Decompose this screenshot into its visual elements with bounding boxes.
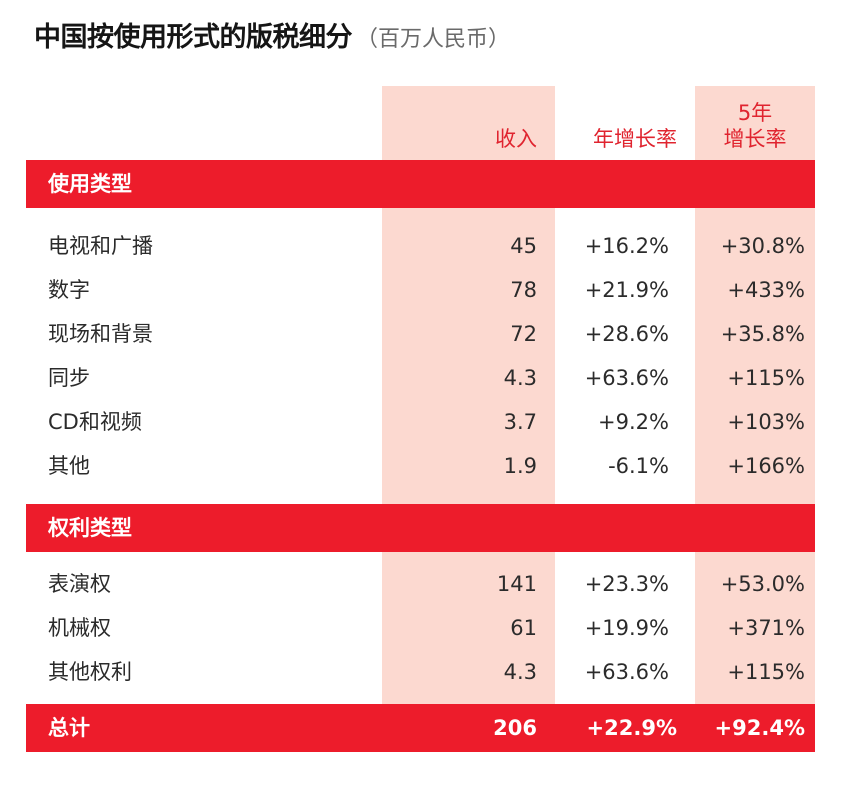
row-yoy: +21.9% — [584, 278, 669, 302]
table-row: 机械权 61 +19.9% +371% — [0, 606, 864, 650]
table-row: 其他权利 4.3 +63.6% +115% — [0, 650, 864, 694]
row-label: 其他 — [48, 454, 90, 478]
row-yoy: +16.2% — [584, 234, 669, 258]
row-yoy: +23.3% — [584, 572, 669, 596]
row-label: 同步 — [48, 366, 90, 390]
table-row: 其他 1.9 -6.1% +166% — [0, 444, 864, 488]
total-row: 总计 206 +22.9% +92.4% — [26, 704, 815, 752]
row-five-year: +53.0% — [720, 572, 805, 596]
row-label: 电视和广播 — [48, 234, 153, 258]
header-revenue-label: 收入 — [495, 127, 537, 151]
row-revenue: 61 — [510, 616, 537, 640]
row-revenue: 1.9 — [503, 454, 537, 478]
section-band-usage-type: 使用类型 — [26, 160, 815, 208]
table-row: 数字 78 +21.9% +433% — [0, 268, 864, 312]
row-yoy: +9.2% — [598, 410, 669, 434]
header-revenue: 收入 — [382, 86, 537, 160]
row-yoy: +19.9% — [584, 616, 669, 640]
row-five-year: +103% — [727, 410, 805, 434]
row-label: 其他权利 — [48, 660, 132, 684]
row-five-year: +35.8% — [720, 322, 805, 346]
row-label: 现场和背景 — [48, 322, 153, 346]
row-five-year: +166% — [727, 454, 805, 478]
row-yoy: -6.1% — [608, 454, 669, 478]
row-revenue: 141 — [496, 572, 537, 596]
row-label: CD和视频 — [48, 410, 142, 434]
row-revenue: 4.3 — [503, 366, 537, 390]
header-five-year-line1: 5年 — [737, 101, 773, 125]
row-revenue: 4.3 — [503, 660, 537, 684]
total-yoy: +22.9% — [586, 716, 677, 740]
total-label: 总计 — [48, 716, 90, 740]
row-label: 数字 — [48, 278, 90, 302]
table-row: 现场和背景 72 +28.6% +35.8% — [0, 312, 864, 356]
total-five-year: +92.4% — [714, 716, 805, 740]
row-five-year: +115% — [727, 366, 805, 390]
row-revenue: 78 — [510, 278, 537, 302]
row-yoy: +28.6% — [584, 322, 669, 346]
row-label: 表演权 — [48, 572, 111, 596]
title-unit: （百万人民币） — [356, 27, 511, 52]
section-band-rights-type: 权利类型 — [26, 504, 815, 552]
row-label: 机械权 — [48, 616, 111, 640]
table-row: CD和视频 3.7 +9.2% +103% — [0, 400, 864, 444]
row-revenue: 3.7 — [503, 410, 537, 434]
header-yoy-label: 年增长率 — [593, 127, 677, 151]
table-row: 表演权 141 +23.3% +53.0% — [0, 562, 864, 606]
header-five-year-growth: 5年 增长率 — [695, 86, 815, 160]
row-revenue: 72 — [510, 322, 537, 346]
row-yoy: +63.6% — [584, 660, 669, 684]
title-main: 中国按使用形式的版税细分 — [34, 22, 353, 53]
row-five-year: +115% — [727, 660, 805, 684]
row-five-year: +433% — [727, 278, 805, 302]
row-five-year: +371% — [727, 616, 805, 640]
row-yoy: +63.6% — [584, 366, 669, 390]
total-revenue: 206 — [493, 716, 537, 740]
table-row: 电视和广播 45 +16.2% +30.8% — [0, 224, 864, 268]
section-title: 权利类型 — [48, 516, 132, 540]
table-row: 同步 4.3 +63.6% +115% — [0, 356, 864, 400]
row-five-year: +30.8% — [720, 234, 805, 258]
section-title: 使用类型 — [48, 172, 132, 196]
header-five-year-line2: 增长率 — [723, 127, 787, 151]
page-title: 中国按使用形式的版税细分 （百万人民币） — [34, 16, 510, 60]
row-revenue: 45 — [510, 234, 537, 258]
header-yoy-growth: 年增长率 — [555, 86, 677, 160]
